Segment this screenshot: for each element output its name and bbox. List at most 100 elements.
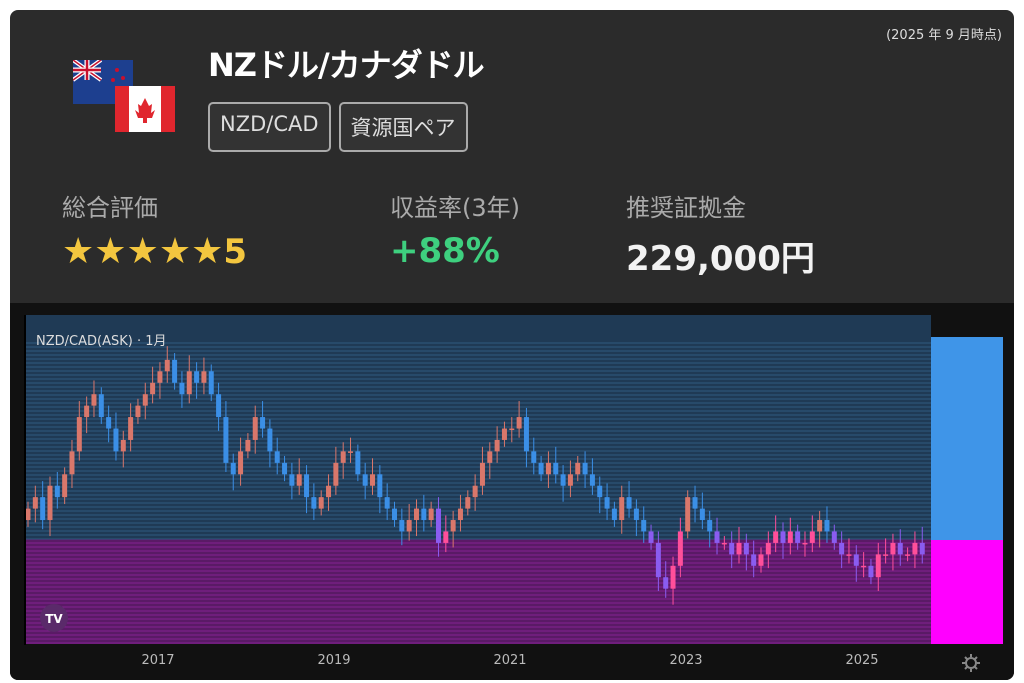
candle <box>677 517 683 578</box>
candle <box>545 451 551 489</box>
tag-list: NZD/CAD 資源国ペア <box>208 102 468 152</box>
candle <box>516 401 522 438</box>
candle <box>326 474 332 511</box>
candle <box>897 529 903 566</box>
left-border <box>24 315 26 645</box>
candle <box>523 407 529 468</box>
candle <box>802 531 808 557</box>
candle <box>611 501 617 527</box>
x-tick-label: 2025 <box>845 653 878 668</box>
candle <box>831 524 837 550</box>
candle <box>567 460 573 498</box>
candle <box>685 490 691 539</box>
candle <box>304 465 310 514</box>
as-of-date: (2025 年 9 月時点) <box>886 28 1002 43</box>
candle <box>40 481 46 530</box>
candle <box>54 471 60 509</box>
candle <box>399 508 405 546</box>
candle <box>340 442 346 479</box>
candle <box>589 458 595 495</box>
candle <box>135 398 141 424</box>
current-price-marker <box>931 540 1003 644</box>
candle <box>494 426 500 463</box>
candle <box>333 446 339 495</box>
tag-symbol: NZD/CAD <box>208 102 331 152</box>
candle <box>216 382 222 431</box>
candle <box>472 474 478 511</box>
candle <box>84 396 90 434</box>
candle <box>355 444 361 482</box>
candle <box>245 433 251 459</box>
candle <box>919 526 925 564</box>
candle <box>707 510 713 548</box>
candle <box>157 362 163 399</box>
chart-title: NZD/CAD(ASK) · 1月 <box>36 334 166 349</box>
candle <box>875 542 881 591</box>
candle <box>582 451 588 489</box>
candle <box>751 540 757 578</box>
candle <box>846 538 852 564</box>
candle <box>142 382 148 420</box>
candle <box>348 437 354 463</box>
candle <box>817 510 823 548</box>
candle <box>729 531 735 569</box>
candle <box>465 490 471 516</box>
candle <box>824 506 830 543</box>
candle <box>773 515 779 553</box>
candle <box>487 442 493 479</box>
candle <box>238 437 244 486</box>
candle <box>663 561 669 598</box>
candle <box>809 515 815 553</box>
candle <box>736 526 742 564</box>
candle <box>62 467 68 505</box>
candle <box>758 547 764 573</box>
candle <box>252 405 258 454</box>
candle <box>538 455 544 482</box>
candle <box>435 497 441 557</box>
candle <box>98 387 104 424</box>
candle <box>274 437 280 475</box>
candle <box>714 517 720 555</box>
candle <box>905 547 911 562</box>
x-tick-label: 2019 <box>317 653 350 668</box>
x-tick-label: 2023 <box>669 653 702 668</box>
metric-margin: 推奨証拠金 229,000円 <box>626 188 815 280</box>
return-label: 収益率(3年) <box>390 194 520 222</box>
candle <box>370 458 376 495</box>
return-value: +88% <box>390 231 500 271</box>
candle <box>377 465 383 514</box>
candle <box>655 531 661 591</box>
tradingview-logo[interactable]: TV <box>40 604 68 632</box>
candlestick-chart[interactable]: NZD/CAD(ASK) · 1月 TV 2017 2019 2021 2023 202… <box>10 303 1014 680</box>
candle <box>457 494 463 532</box>
candle <box>853 545 859 582</box>
candle <box>868 558 874 585</box>
rating-label: 総合評価 <box>62 194 158 222</box>
candle <box>795 524 801 550</box>
candle <box>597 476 603 514</box>
candle <box>282 455 288 482</box>
candle <box>179 371 185 408</box>
candle <box>428 501 434 527</box>
candle <box>450 510 456 548</box>
pair-title: NZドル/カナダドル <box>208 46 485 84</box>
candle <box>289 462 295 500</box>
candle <box>692 485 698 523</box>
candle <box>47 476 53 537</box>
price-chart[interactable]: NZD/CAD(ASK) · 1月 TV 2017 2019 2021 2023 202… <box>10 303 1014 680</box>
candle <box>296 458 302 495</box>
price-axis-panel[interactable] <box>931 337 1003 540</box>
tag-category: 資源国ペア <box>338 102 468 152</box>
gear-icon[interactable] <box>962 654 980 672</box>
candle <box>120 430 126 468</box>
candle <box>164 346 170 383</box>
candle <box>743 533 749 571</box>
candle <box>633 499 639 537</box>
candle <box>648 524 654 550</box>
star-rating-icons: ★★★★★ <box>62 231 224 272</box>
candle <box>421 494 427 532</box>
candle <box>318 490 324 516</box>
candle <box>670 556 676 605</box>
candle <box>641 506 647 543</box>
candle <box>861 552 867 578</box>
